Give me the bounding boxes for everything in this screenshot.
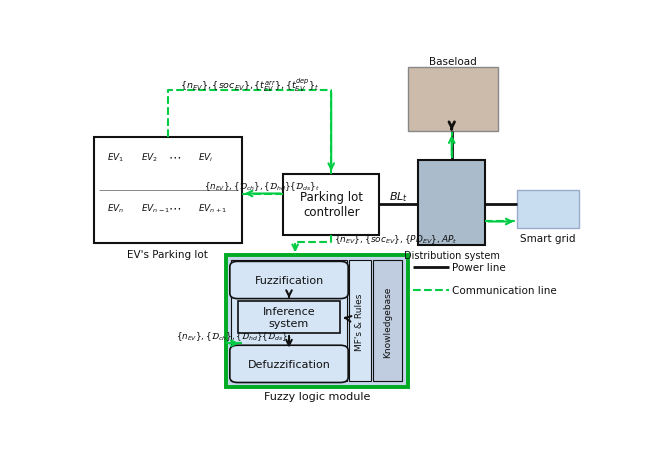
FancyBboxPatch shape bbox=[418, 161, 486, 246]
Text: $EV_i$: $EV_i$ bbox=[198, 151, 213, 163]
Text: Communication line: Communication line bbox=[452, 285, 557, 295]
Text: Fuzzification: Fuzzification bbox=[254, 276, 324, 285]
FancyBboxPatch shape bbox=[230, 262, 348, 299]
FancyBboxPatch shape bbox=[226, 256, 407, 387]
Text: Smart grid: Smart grid bbox=[520, 233, 575, 243]
Text: $\cdots$: $\cdots$ bbox=[168, 201, 181, 214]
Text: $EV_n$: $EV_n$ bbox=[107, 202, 124, 214]
FancyBboxPatch shape bbox=[94, 138, 242, 244]
Text: MF's & Rules: MF's & Rules bbox=[355, 293, 365, 350]
Text: $EV_1$: $EV_1$ bbox=[107, 151, 124, 163]
FancyBboxPatch shape bbox=[237, 301, 341, 333]
Text: Knowledgebase: Knowledgebase bbox=[383, 285, 392, 357]
Text: Inference
system: Inference system bbox=[263, 307, 315, 328]
FancyBboxPatch shape bbox=[373, 261, 403, 382]
Text: Distribution system: Distribution system bbox=[404, 251, 500, 261]
Text: $BL_t$: $BL_t$ bbox=[389, 190, 408, 203]
Text: $\cdots$: $\cdots$ bbox=[168, 151, 181, 163]
Text: $\{n_{EV}\}, \{soc_{EV}\}, \{t_{EV}^{arr}\}, \{t_{EV}^{dep}\}_t$: $\{n_{EV}\}, \{soc_{EV}\}, \{t_{EV}^{arr… bbox=[180, 78, 319, 94]
Text: $EV_{n+1}$: $EV_{n+1}$ bbox=[198, 202, 227, 214]
Text: $EV_{n-1}$: $EV_{n-1}$ bbox=[140, 202, 170, 214]
Text: Defuzzification: Defuzzification bbox=[248, 359, 330, 369]
FancyBboxPatch shape bbox=[231, 261, 347, 382]
Text: $\{n_{EV}\}, \{soc_{EV}\}, \{PD_{EV}\}, AP_t$: $\{n_{EV}\}, \{soc_{EV}\}, \{PD_{EV}\}, … bbox=[334, 233, 457, 245]
FancyBboxPatch shape bbox=[516, 190, 579, 229]
FancyBboxPatch shape bbox=[349, 261, 371, 382]
Text: Fuzzy logic module: Fuzzy logic module bbox=[264, 391, 370, 401]
Text: Baseload: Baseload bbox=[429, 57, 477, 67]
Text: Parking lot
controller: Parking lot controller bbox=[300, 191, 363, 219]
Text: $\{n_{EV}\}, \{\mathcal{D}_{ch}\}, \{\mathcal{D}_{hd}\}\{\mathcal{D}_{ds}\}_t$: $\{n_{EV}\}, \{\mathcal{D}_{ch}\}, \{\ma… bbox=[205, 179, 320, 193]
FancyBboxPatch shape bbox=[230, 345, 348, 382]
Text: $\{n_{EV}\}, \{\mathcal{D}_{ch}\}, \{\mathcal{D}_{hd}\}\{\mathcal{D}_{ds}\}_t$: $\{n_{EV}\}, \{\mathcal{D}_{ch}\}, \{\ma… bbox=[176, 329, 292, 342]
Text: $EV_2$: $EV_2$ bbox=[140, 151, 158, 163]
Text: EV's Parking lot: EV's Parking lot bbox=[127, 249, 208, 259]
Text: Power line: Power line bbox=[452, 262, 506, 273]
FancyBboxPatch shape bbox=[407, 68, 498, 131]
FancyBboxPatch shape bbox=[283, 175, 379, 235]
